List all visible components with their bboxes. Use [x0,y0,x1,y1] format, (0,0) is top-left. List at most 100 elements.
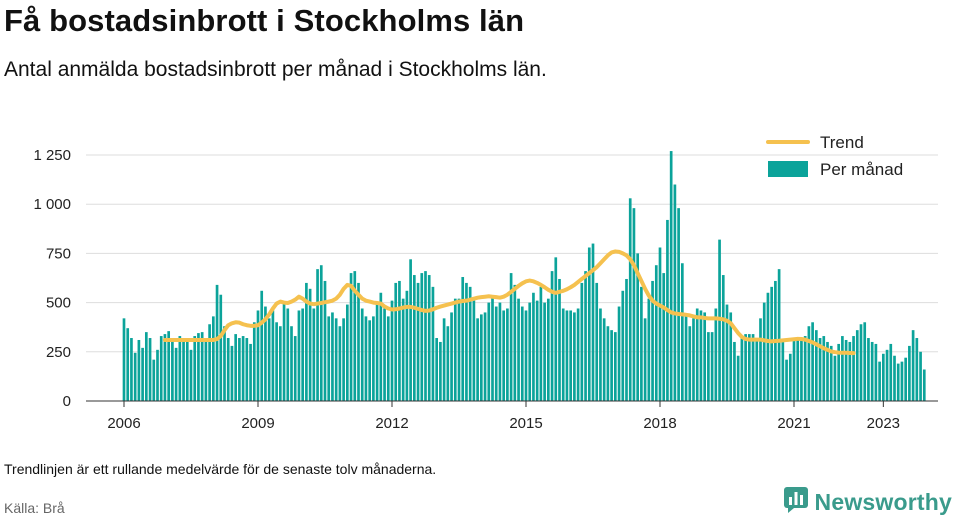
bar [565,310,569,401]
legend-bars-swatch [768,161,808,177]
bar [319,265,323,401]
bar [174,347,178,401]
bar [684,314,688,401]
x-tick-label: 2018 [643,415,676,432]
bar-series-per-manad [122,151,926,401]
bar [282,302,286,401]
chart-subtitle: Antal anmälda bostadsinbrott per månad i… [4,58,547,81]
bar [368,320,372,401]
brand-name: Newsworthy [814,489,952,515]
bar [409,259,412,401]
bar [755,338,759,401]
x-axis-ticks: 2006 2009 2012 2015 2018 2021 2023 [107,401,900,432]
bar [751,334,755,401]
bar [439,341,442,401]
y-tick-label: 500 [46,295,71,312]
y-tick-label: 1 000 [33,196,71,213]
bar [729,312,733,401]
bar [811,322,814,401]
bar [386,316,390,401]
bar [543,302,546,401]
bar [461,277,465,401]
bar [137,339,141,401]
bar [171,341,174,401]
bar [643,318,647,401]
bar [189,349,193,401]
bar [420,273,424,401]
bar [744,334,747,401]
bar [278,326,282,401]
bar [688,326,692,401]
bar [424,271,427,401]
bar [640,286,643,401]
bar [305,282,308,401]
bar [182,341,185,401]
bar [156,349,159,401]
bar [517,298,520,401]
bar [383,308,386,401]
bar [777,269,781,401]
bar [855,330,859,401]
bar [669,151,673,401]
bar [338,326,342,401]
bar [803,336,807,401]
bar [893,355,896,401]
bar [483,312,487,401]
bar [870,341,874,401]
bar [252,322,256,401]
bar [323,280,327,401]
bar [539,286,543,401]
bar [587,247,591,401]
bar [848,341,852,401]
bar [379,292,383,401]
bar [331,312,334,401]
bar [636,253,640,401]
bar [647,298,651,401]
x-tick-label: 2009 [241,415,274,432]
bar [453,298,457,401]
bar [829,345,833,401]
bar [762,302,766,401]
bar [509,273,513,401]
bar [524,310,528,401]
bar [867,338,870,401]
bar [245,338,249,401]
bar [550,271,554,401]
bar [427,275,431,401]
bar [852,336,855,401]
bar [126,328,130,401]
bar [740,336,744,401]
y-tick-label: 250 [46,344,71,361]
bar [290,326,293,401]
bar [494,306,498,401]
bar [528,302,532,401]
bar [405,290,409,401]
footnote: Trendlinjen är ett rullande medelvärde f… [4,461,437,477]
bar [357,282,360,401]
legend-trend-label: Trend [820,133,864,152]
bar [788,353,792,401]
bar [241,336,245,401]
bar [770,286,774,401]
bar [275,322,278,401]
bar [487,302,491,401]
bar [204,341,208,401]
bar [472,300,476,401]
bar [558,278,561,401]
bar [342,318,345,401]
bar [185,338,189,401]
bar [513,284,517,401]
bar [267,318,271,401]
bar [159,336,163,401]
bar [915,338,919,401]
bar [435,338,439,401]
bar [535,300,539,401]
y-tick-label: 0 [63,393,71,410]
bar [163,334,167,401]
y-axis-ticks: 0 250 500 750 1 000 1 250 [33,147,71,410]
bar [692,318,695,401]
bar [308,288,312,401]
bar [375,302,379,401]
bar [699,310,703,401]
